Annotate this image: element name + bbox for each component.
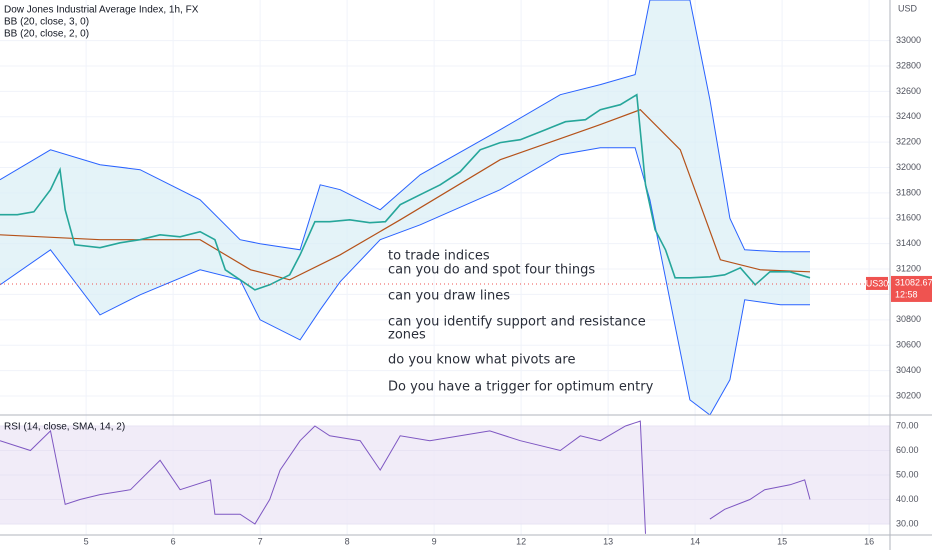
y-tick-label: 31200 <box>896 263 921 273</box>
y-tick-label: 40.00 <box>896 494 919 504</box>
x-tick-label: 7 <box>258 536 263 546</box>
indicator-label: RSI (14, close, SMA, 14, 2) <box>4 422 125 433</box>
x-tick-label: 13 <box>603 536 613 546</box>
price-pane <box>0 0 890 415</box>
overlay: 5678912131415163020030400306003080031000… <box>84 35 932 546</box>
rsi-pane <box>0 420 890 534</box>
y-tick-label: 30.00 <box>896 518 919 528</box>
x-tick-label: 8 <box>345 536 350 546</box>
grid <box>0 0 890 535</box>
symbol-label: US30 <box>866 278 889 288</box>
y-tick-label: 32600 <box>896 86 921 96</box>
band-lower <box>0 147 810 415</box>
x-tick-label: 12 <box>516 536 526 546</box>
currency-label: USD <box>898 3 918 13</box>
y-tick-label: 32200 <box>896 137 921 147</box>
annotation: Do you have a trigger for optimum entry <box>388 380 654 395</box>
y-tick-label: 32000 <box>896 162 921 172</box>
annotation: zones <box>388 328 426 343</box>
y-tick-label: 31800 <box>896 187 921 197</box>
price-line <box>0 93 811 291</box>
annotation: can you identify support and resistance <box>388 315 646 330</box>
y-tick-label: 60.00 <box>896 445 919 455</box>
symbol-tag <box>866 276 888 290</box>
annotation: do you know what pivots are <box>388 353 575 368</box>
countdown-label: 12:58 <box>895 289 918 299</box>
y-tick-label: 31600 <box>896 213 921 223</box>
band-upper <box>0 0 810 253</box>
chart-title: Dow Jones Industrial Average Index, 1h, … <box>4 5 199 16</box>
indicator-label: BB (20, close, 2, 0) <box>4 29 89 40</box>
annotation: to trade indices <box>388 249 490 264</box>
indicator-label: BB (20, close, 3, 0) <box>4 17 89 28</box>
y-tick-label: 32800 <box>896 60 921 70</box>
x-tick-label: 16 <box>864 536 874 546</box>
y-tick-label: 32400 <box>896 111 921 121</box>
y-tick-label: 33000 <box>896 35 921 45</box>
x-tick-label: 14 <box>690 536 700 546</box>
rsi-line <box>0 420 811 534</box>
y-tick-label: 70.00 <box>896 420 919 430</box>
x-tick-label: 5 <box>84 536 89 546</box>
annotation: can you do and spot four things <box>388 263 595 278</box>
x-tick-label: 15 <box>777 536 787 546</box>
x-tick-label: 6 <box>171 536 176 546</box>
y-tick-label: 30800 <box>896 314 921 324</box>
last-price-tag <box>891 275 932 302</box>
basis-line <box>0 109 811 281</box>
band-fill <box>0 0 810 415</box>
y-tick-label: 30600 <box>896 340 921 350</box>
y-tick-label: 31400 <box>896 238 921 248</box>
annotation: can you draw lines <box>388 289 510 304</box>
y-tick-label: 30400 <box>896 365 921 375</box>
y-tick-label: 50.00 <box>896 469 919 479</box>
x-tick-label: 9 <box>432 536 437 546</box>
last-price-label: 31082.67 <box>895 277 932 287</box>
y-tick-label: 30200 <box>896 390 921 400</box>
